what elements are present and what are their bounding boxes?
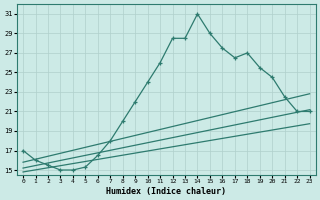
X-axis label: Humidex (Indice chaleur): Humidex (Indice chaleur) — [106, 187, 226, 196]
